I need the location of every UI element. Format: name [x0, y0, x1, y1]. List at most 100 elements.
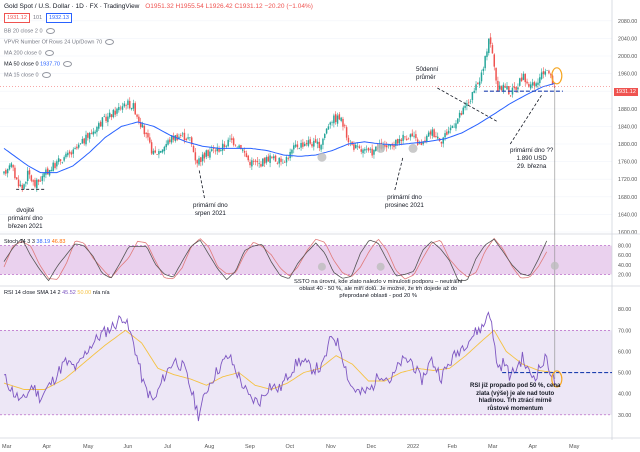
interval[interactable]: 1D — [75, 3, 84, 10]
indicator-ma15[interactable]: MA 15 close 0 — [4, 72, 51, 78]
candle-body — [407, 138, 410, 140]
stoch-legend[interactable]: Stoch 14 3 3 38.19 46.83 — [4, 239, 65, 245]
candle-body — [32, 180, 34, 182]
x-axis-label: Apr — [529, 444, 538, 450]
candle-body — [103, 116, 105, 117]
indicator-ma200[interactable]: MA 200 close 0 — [4, 50, 54, 56]
indicator-ma50[interactable]: MA 50 close 0 1937.70 — [4, 61, 72, 67]
candle-body — [334, 114, 337, 122]
candle-body — [125, 105, 127, 106]
candle-body — [367, 148, 370, 151]
candle-body — [320, 144, 322, 150]
candle-body — [475, 84, 477, 91]
candle-body — [92, 131, 95, 135]
candle-body — [240, 145, 242, 150]
candle-body — [130, 107, 133, 110]
x-axis-label: 2022 — [407, 444, 419, 450]
candle-body — [112, 109, 115, 118]
candle-body — [203, 152, 206, 159]
price-highlight-circle — [551, 67, 563, 85]
candle-body — [333, 115, 335, 124]
candle-body — [325, 128, 328, 134]
candle-body — [482, 68, 485, 72]
candle-body — [238, 145, 240, 148]
candle-body — [449, 127, 452, 131]
candle-body — [263, 157, 266, 164]
candle-body — [471, 92, 474, 101]
stoch-d-line — [3, 237, 548, 280]
candle-body — [99, 121, 102, 127]
candle-body — [322, 138, 324, 145]
candle-body — [34, 180, 36, 187]
rsi-value: 45.52 — [62, 290, 76, 296]
candle-body — [158, 151, 160, 155]
candle-body — [70, 152, 73, 155]
rsi-legend[interactable]: RSI 14 close SMA 14 2 45.52 50.00 n/a n/… — [4, 290, 110, 296]
candle-body — [384, 144, 386, 147]
rsi-label: RSI 14 close SMA 14 2 — [4, 290, 61, 296]
candle-body — [214, 150, 217, 152]
eye-icon[interactable] — [41, 72, 51, 78]
candle-body — [167, 140, 169, 145]
eye-icon[interactable] — [45, 28, 55, 34]
candle-body — [19, 184, 22, 186]
candle-body — [318, 141, 321, 149]
candle-body — [526, 81, 528, 84]
price-tick-label: 1960.00 — [618, 72, 637, 78]
candle-body — [16, 177, 18, 180]
rsi-highlight-circle — [551, 370, 563, 388]
candle-body — [56, 161, 58, 167]
candle-body — [152, 150, 155, 155]
candle-body — [170, 135, 173, 143]
candle-body — [282, 162, 284, 164]
candle-body — [303, 143, 306, 146]
stoch-marker — [317, 262, 326, 271]
candle-body — [500, 86, 503, 91]
stoch-tick-label: 80.00 — [618, 244, 631, 250]
eye-icon[interactable] — [44, 50, 54, 56]
candle-body — [77, 144, 80, 148]
candle-body — [63, 157, 65, 161]
eye-icon[interactable] — [62, 61, 72, 67]
candle-body — [41, 176, 44, 181]
bid-box[interactable]: 1931.12 — [4, 13, 30, 23]
x-axis-label: Feb — [448, 444, 457, 450]
stoch-label: Stoch 14 3 3 — [4, 239, 35, 245]
candle-body — [345, 127, 348, 138]
candle-body — [68, 151, 71, 154]
candle-body — [393, 145, 395, 148]
candle-body — [108, 112, 111, 118]
indicator-bb[interactable]: BB 20 close 2 0 — [4, 28, 55, 34]
candle-body — [524, 73, 526, 83]
candle-body — [473, 90, 475, 93]
candle-body — [464, 105, 466, 108]
candle-body — [540, 72, 543, 79]
x-axis-label: May — [83, 444, 94, 450]
candle-body — [136, 114, 138, 117]
candle-body — [272, 156, 275, 159]
candle-body — [269, 155, 271, 163]
indicator-vpvr-label: VPVR Number Of Rows 24 Up/Down 70 — [4, 39, 103, 46]
rsi-tick-label: 70.00 — [618, 328, 631, 334]
candle-body — [553, 85, 556, 87]
stoch-tick-label: 60.00 — [618, 253, 631, 259]
candle-body — [511, 87, 514, 95]
ask-box[interactable]: 1932.13 — [46, 13, 72, 23]
candle-body — [251, 160, 253, 167]
candle-body — [316, 141, 319, 144]
candle-body — [262, 158, 264, 167]
indicator-vpvr[interactable]: VPVR Number Of Rows 24 Up/Down 70 — [4, 39, 115, 46]
candle-body — [477, 82, 479, 84]
x-axis-label: May — [569, 444, 580, 450]
price-tick-label: 1680.00 — [618, 195, 637, 201]
candle-body — [298, 148, 300, 149]
candle-body — [141, 124, 144, 128]
stoch-k-value: 38.19 — [36, 239, 51, 245]
candle-body — [243, 151, 246, 153]
candle-body — [17, 179, 20, 187]
candle-body — [283, 161, 286, 163]
symbol-name[interactable]: Gold Spot / U.S. Dollar — [4, 3, 70, 10]
eye-icon[interactable] — [105, 39, 115, 45]
annotation-ma50: 50denní průměr — [416, 66, 439, 81]
